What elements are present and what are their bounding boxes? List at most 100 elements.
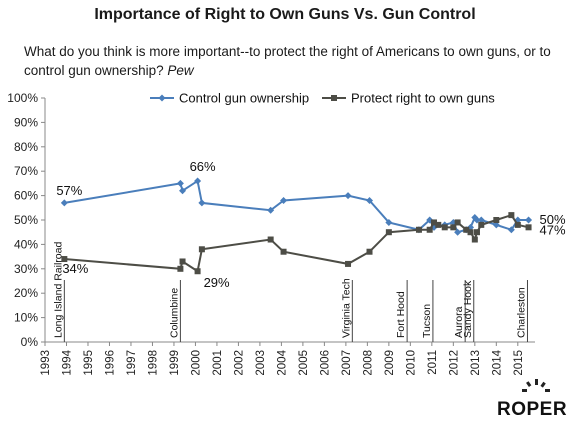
y-tick-label: 20% [14, 286, 38, 300]
x-tick-label: 2012 [448, 350, 460, 376]
y-tick-label: 100% [7, 91, 38, 105]
event-label: Aurora [453, 306, 465, 338]
x-tick-label: 1996 [104, 350, 116, 376]
data-point [61, 256, 68, 263]
data-point [492, 221, 500, 229]
event-label: Sandy Hook [462, 280, 474, 338]
data-point [60, 199, 68, 207]
data-point [345, 260, 352, 267]
event-label: Columbine [168, 288, 180, 338]
y-tick-label: 40% [14, 237, 38, 251]
y-tick-label: 70% [14, 164, 38, 178]
event-label: Charleston [515, 287, 527, 338]
data-label: 50% [540, 212, 566, 227]
x-tick-label: 2007 [341, 350, 353, 376]
data-point [477, 216, 485, 224]
y-tick-label: 90% [14, 115, 38, 129]
data-point [198, 246, 205, 253]
event-label: Virginia Tech [340, 278, 352, 338]
data-label: 47% [540, 222, 566, 237]
legend-marker [331, 95, 337, 101]
data-point [507, 226, 515, 234]
x-tick-label: 1994 [61, 349, 73, 375]
source-label: Pew [167, 63, 194, 78]
data-point [454, 228, 462, 236]
x-tick-label: 2015 [513, 350, 525, 376]
data-point [179, 258, 186, 265]
legend-marker [158, 94, 166, 102]
x-tick-label: 2004 [276, 349, 288, 375]
data-point [514, 221, 521, 228]
y-tick-label: 50% [14, 213, 38, 227]
x-tick-label: 2008 [362, 350, 374, 376]
x-tick-label: 2014 [491, 349, 503, 375]
x-tick-label: 2001 [212, 350, 224, 376]
question-text: What do you think is more important--to … [24, 44, 551, 78]
data-point [426, 226, 433, 233]
data-point [471, 236, 478, 243]
data-label: 29% [204, 275, 230, 290]
legend-label: Protect right to own guns [351, 91, 495, 106]
data-point [450, 224, 457, 231]
chart-title: Importance of Right to Own Guns Vs. Gun … [94, 6, 476, 23]
data-labels: 57% 66% 34% 29% 50%47% [56, 159, 566, 290]
data-point [344, 192, 352, 200]
data-point [415, 226, 422, 233]
data-point [454, 219, 461, 226]
y-tick-label: 10% [14, 311, 38, 325]
legend-label: Control gun ownership [179, 91, 309, 106]
data-point [179, 187, 187, 195]
y-axis: 0% 10% 20% 30% 40% 50% 60% 70% 80% 90% 100% [7, 91, 46, 349]
data-point [473, 216, 481, 224]
x-tick-label: 2006 [319, 350, 331, 376]
data-point [385, 229, 392, 236]
x-tick-label: 1995 [83, 350, 95, 376]
data-point [473, 229, 480, 236]
x-tick-label: 1999 [169, 350, 181, 376]
x-tick-label: 2009 [384, 350, 396, 376]
data-point [385, 218, 393, 226]
series-lines [60, 177, 533, 275]
data-point [435, 221, 442, 228]
sunburst-icon [522, 379, 550, 392]
data-label: 66% [190, 159, 216, 174]
survey-question: What do you think is more important--to … [24, 42, 559, 80]
y-tick-label: 30% [14, 262, 38, 276]
data-point [463, 226, 470, 233]
x-tick-label: 1993 [40, 350, 52, 376]
x-tick-label: 2003 [255, 350, 267, 376]
data-point [177, 265, 184, 272]
data-point [478, 221, 485, 228]
data-point [267, 236, 274, 243]
x-tick-label: 1998 [147, 350, 159, 376]
data-point [493, 217, 500, 223]
data-point [267, 206, 275, 214]
data-point [366, 196, 374, 204]
y-tick-label: 0% [21, 335, 39, 349]
event-label: Long Island Railroad [52, 242, 64, 338]
event-label: Fort Hood [395, 291, 407, 338]
legend: Control gun ownership Protect right to ow… [150, 91, 495, 106]
data-point [467, 229, 474, 236]
x-tick-label: 1997 [126, 350, 138, 376]
data-point [525, 224, 532, 231]
x-tick-label: 2005 [298, 350, 310, 376]
data-point [176, 179, 184, 187]
logo-text: ROPER [497, 399, 568, 420]
y-tick-label: 60% [14, 189, 38, 203]
data-point [198, 199, 206, 207]
y-tick-label: 80% [14, 140, 38, 154]
x-tick-label: 2002 [233, 350, 245, 376]
data-label: 57% [56, 183, 82, 198]
data-point [430, 219, 437, 226]
x-axis: 1993 1994 1995 1996 1997 1998 1999 2000 2001 2002… [40, 341, 535, 376]
x-tick-label: 2010 [405, 350, 417, 376]
x-tick-label: 2000 [190, 350, 202, 376]
data-point [194, 177, 202, 185]
data-point [280, 248, 287, 255]
data-point [280, 196, 288, 204]
data-label: 34% [62, 261, 88, 276]
x-tick-label: 2013 [470, 350, 482, 376]
roper-logo: ROPER [497, 377, 567, 420]
